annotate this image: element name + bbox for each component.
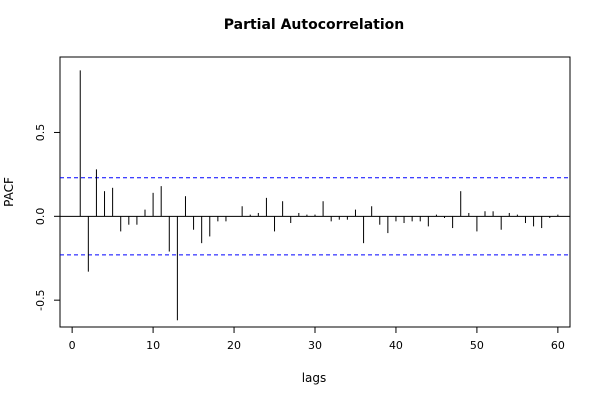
x-tick-label: 50 — [470, 339, 484, 352]
x-tick-label: 10 — [146, 339, 160, 352]
confidence-bounds — [60, 177, 570, 256]
x-tick-label: 20 — [227, 339, 241, 352]
pacf-bars — [79, 70, 559, 321]
x-tick-label: 0 — [69, 339, 76, 352]
x-tick-label: 60 — [551, 339, 565, 352]
y-tick-label: -0.5 — [34, 289, 47, 310]
plot-frame — [59, 56, 571, 328]
x-axis: 0 10 20 30 40 50 60 — [69, 327, 565, 352]
chart-title: Partial Autocorrelation — [224, 17, 405, 33]
x-tick-label: 40 — [389, 339, 403, 352]
y-tick-label: 0.5 — [34, 124, 47, 142]
x-axis-label: lags — [302, 371, 327, 385]
y-axis: -0.5 0.0 0.5 — [34, 124, 60, 311]
y-axis-label: PACF — [2, 177, 16, 207]
x-tick-label: 30 — [308, 339, 322, 352]
y-tick-label: 0.0 — [34, 208, 47, 226]
